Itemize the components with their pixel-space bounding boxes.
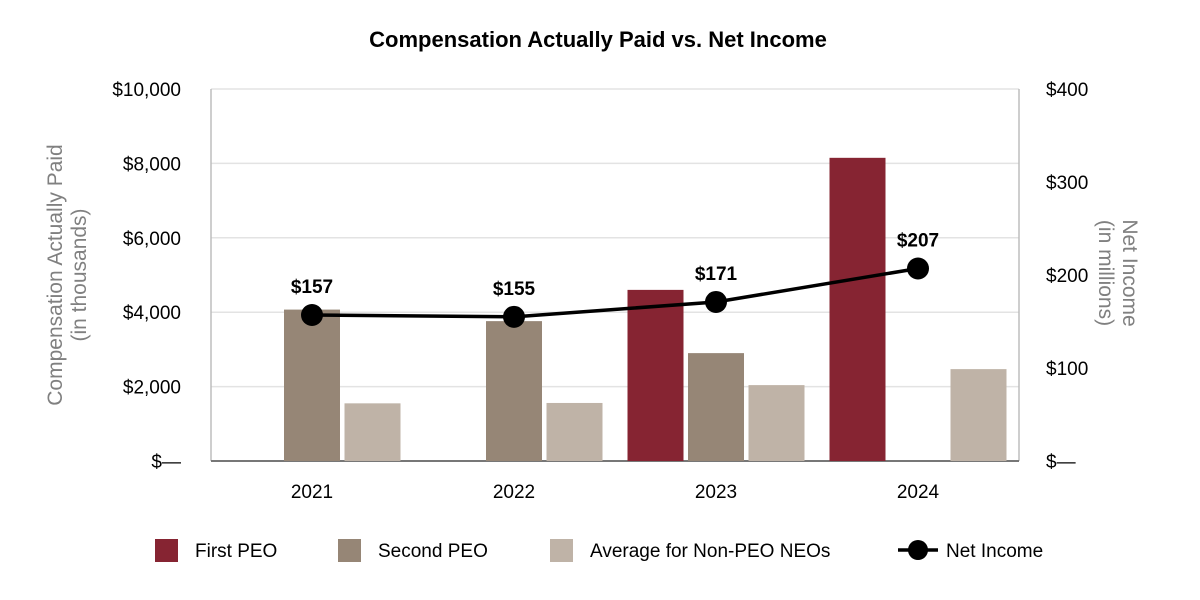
right-tick-label: $100 xyxy=(1046,359,1088,380)
legend-swatch xyxy=(155,539,178,562)
left-axis-title-line1: Compensation Actually Paid xyxy=(44,144,67,406)
left-tick-label: $10,000 xyxy=(112,80,181,101)
right-tick-label: $300 xyxy=(1046,173,1088,194)
right-axis-title-line2: (in millions) xyxy=(1094,220,1117,326)
net-income-line xyxy=(311,266,919,319)
left-tick-label: $2,000 xyxy=(123,378,181,399)
legend-label: Second PEO xyxy=(378,541,488,562)
legend-swatch xyxy=(550,539,573,562)
right-axis-title-line1: Net Income xyxy=(1118,219,1141,326)
net-income-data-label: $157 xyxy=(291,277,333,298)
bar-average-for-non-peo-neos-2024 xyxy=(950,369,1007,461)
legend: First PEO Second PEO Average for Non-PEO N… xyxy=(155,539,1043,562)
net-income-point-2021 xyxy=(301,303,323,326)
x-tick-label: 2024 xyxy=(897,482,940,503)
legend-marker xyxy=(908,540,928,560)
axes: $— $2,000 $4,000 $6,000 $8,000 $10,000 $— $100 $… xyxy=(44,80,1141,503)
legend-swatch xyxy=(338,539,361,562)
bar-average-for-non-peo-neos-2022 xyxy=(546,402,603,461)
right-tick-label: $— xyxy=(1046,452,1076,473)
net-income-line-group xyxy=(301,257,929,328)
left-axis-title-line2: (in thousands) xyxy=(68,208,91,341)
net-income-point-2023 xyxy=(705,290,727,313)
legend-label: Average for Non-PEO NEOs xyxy=(590,541,830,562)
left-tick-label: $6,000 xyxy=(123,229,181,250)
bar-second-peo-2022 xyxy=(486,321,542,461)
x-tick-label: 2022 xyxy=(493,482,535,503)
data-labels: $157 $155 $171 $207 xyxy=(291,230,939,299)
left-tick-label: $8,000 xyxy=(123,154,181,175)
net-income-data-label: $207 xyxy=(897,230,939,251)
chart-title: Compensation Actually Paid vs. Net Incom… xyxy=(369,27,827,52)
bar-second-peo-2023 xyxy=(688,353,744,461)
net-income-point-2024 xyxy=(907,257,929,280)
left-tick-label: $— xyxy=(151,452,181,473)
x-tick-label: 2021 xyxy=(291,482,333,503)
right-tick-label: $200 xyxy=(1046,266,1088,287)
bar-first-peo-2023 xyxy=(627,289,684,461)
net-income-data-label: $155 xyxy=(493,279,536,300)
left-axis-title: Compensation Actually Paid(in thousands) xyxy=(44,144,91,406)
bar-average-for-non-peo-neos-2021 xyxy=(344,403,401,461)
x-tick-label: 2023 xyxy=(695,482,737,503)
net-income-point-2022 xyxy=(503,305,525,328)
bars xyxy=(284,157,1007,461)
legend-label: Net Income xyxy=(946,541,1043,562)
bar-first-peo-2024 xyxy=(829,157,886,461)
right-axis-title: Net Income(in millions) xyxy=(1094,219,1141,326)
bar-second-peo-2021 xyxy=(284,309,340,461)
net-income-data-label: $171 xyxy=(695,264,738,285)
right-tick-label: $400 xyxy=(1046,80,1088,101)
bar-average-for-non-peo-neos-2023 xyxy=(748,385,805,461)
legend-label: First PEO xyxy=(195,541,277,562)
left-tick-label: $4,000 xyxy=(123,303,181,324)
